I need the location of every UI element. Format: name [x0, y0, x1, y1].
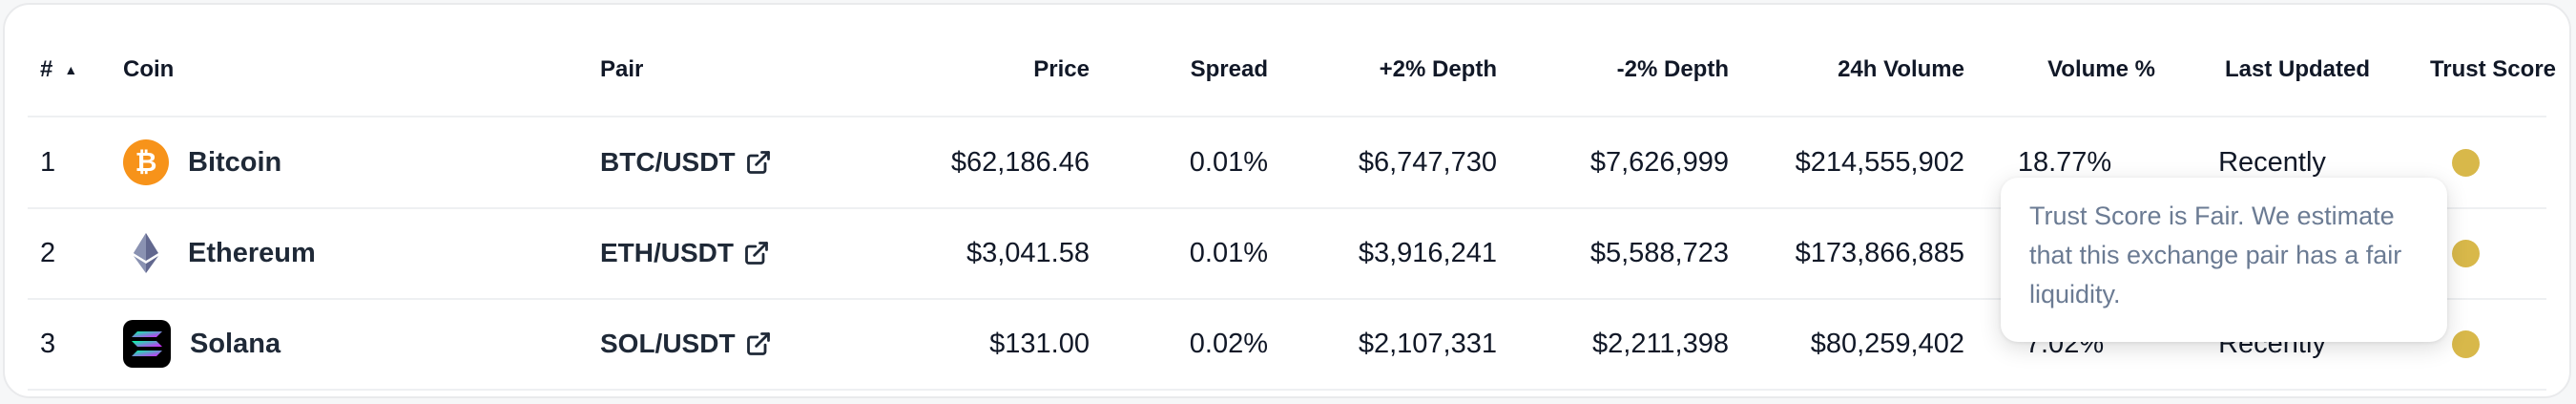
- volume-percent-column-header[interactable]: Volume %: [2047, 56, 2155, 82]
- coin-cell[interactable]: Ethereum: [123, 208, 486, 298]
- pair-link[interactable]: SOL/USDT: [600, 299, 886, 389]
- pair-link[interactable]: BTC/USDT: [600, 117, 886, 207]
- coin-name: Solana: [190, 328, 281, 359]
- coin-name: Ethereum: [188, 237, 316, 268]
- last-updated-cell: Recently: [2218, 146, 2326, 178]
- minus-depth-cell: $5,588,723: [1589, 237, 1729, 268]
- coin-cell[interactable]: ₿ Bitcoin: [123, 117, 486, 207]
- volume-cell: $80,259,402: [1810, 328, 1964, 359]
- minus-depth-column-header[interactable]: -2% Depth: [1616, 56, 1729, 82]
- rank-cell: 2: [40, 237, 56, 268]
- rank-column-header[interactable]: # ▲: [40, 24, 97, 116]
- plus-depth-column-header[interactable]: +2% Depth: [1379, 56, 1497, 82]
- trust-score-tooltip: Trust Score is Fair. We estimate that th…: [2001, 178, 2447, 342]
- rank-cell: 1: [40, 146, 56, 178]
- trust-score-cell[interactable]: [2375, 299, 2556, 389]
- price-cell: $131.00: [989, 328, 1090, 359]
- spread-cell: 0.01%: [1189, 237, 1268, 268]
- pair-label: SOL/USDT: [600, 329, 736, 358]
- trust-score-indicator[interactable]: [2451, 330, 2480, 358]
- pair-label: ETH/USDT: [600, 238, 734, 267]
- volume-cell: $214,555,902: [1795, 146, 1964, 178]
- price-cell: $62,186.46: [950, 146, 1090, 178]
- trust-score-cell[interactable]: [2375, 208, 2556, 298]
- trust-score-indicator[interactable]: [2451, 148, 2480, 177]
- spread-cell: 0.02%: [1189, 328, 1268, 359]
- last-updated-column-header[interactable]: Last Updated: [2224, 56, 2370, 82]
- trust-score-column-header[interactable]: Trust Score: [2429, 56, 2556, 82]
- spread-column-header[interactable]: Spread: [1190, 56, 1268, 82]
- rank-cell: 3: [40, 328, 56, 359]
- coin-cell[interactable]: Solana: [123, 299, 486, 389]
- table-row: 3 Solana SOL/USDT: [28, 299, 2546, 391]
- external-link-icon[interactable]: [743, 240, 770, 266]
- spread-cell: 0.01%: [1189, 146, 1268, 178]
- external-link-icon[interactable]: [745, 149, 772, 176]
- coin-column-header[interactable]: Coin: [123, 56, 175, 82]
- table-row: 1 ₿ Bitcoin BTC/USDT $62,186.46 0.01% $6…: [28, 117, 2546, 209]
- volume-percent-cell: 18.77%: [2017, 146, 2112, 178]
- volume-cell: $173,866,885: [1795, 237, 1964, 268]
- volume-column-header[interactable]: 24h Volume: [1838, 56, 1964, 82]
- coin-name: Bitcoin: [188, 146, 282, 178]
- pair-column-header[interactable]: Pair: [600, 56, 644, 82]
- table-header-row: # ▲ Coin Pair Price Spread +2% Depth -2%…: [28, 24, 2556, 117]
- price-column-header[interactable]: Price: [1033, 56, 1090, 82]
- solana-icon: [123, 320, 171, 368]
- price-cell: $3,041.58: [966, 237, 1090, 268]
- trust-score-indicator[interactable]: [2451, 239, 2480, 267]
- plus-depth-cell: $6,747,730: [1358, 146, 1497, 178]
- sort-ascending-icon: ▲: [64, 62, 78, 77]
- plus-depth-cell: $3,916,241: [1358, 237, 1497, 268]
- external-link-icon[interactable]: [745, 330, 772, 357]
- table-row: 2 Ethereum ETH/USDT $3,041.58 0.01% $3,9…: [28, 208, 2546, 300]
- bitcoin-icon: ₿: [123, 139, 169, 185]
- pair-label: BTC/USDT: [600, 147, 736, 177]
- ethereum-icon: [123, 230, 169, 276]
- pair-link[interactable]: ETH/USDT: [600, 208, 886, 298]
- minus-depth-cell: $7,626,999: [1589, 146, 1729, 178]
- plus-depth-cell: $2,107,331: [1358, 328, 1497, 359]
- minus-depth-cell: $2,211,398: [1592, 328, 1729, 359]
- trust-score-cell[interactable]: [2375, 117, 2556, 207]
- exchange-pairs-table: # ▲ Coin Pair Price Spread +2% Depth -2%…: [3, 3, 2571, 398]
- rank-header-label: #: [40, 56, 53, 82]
